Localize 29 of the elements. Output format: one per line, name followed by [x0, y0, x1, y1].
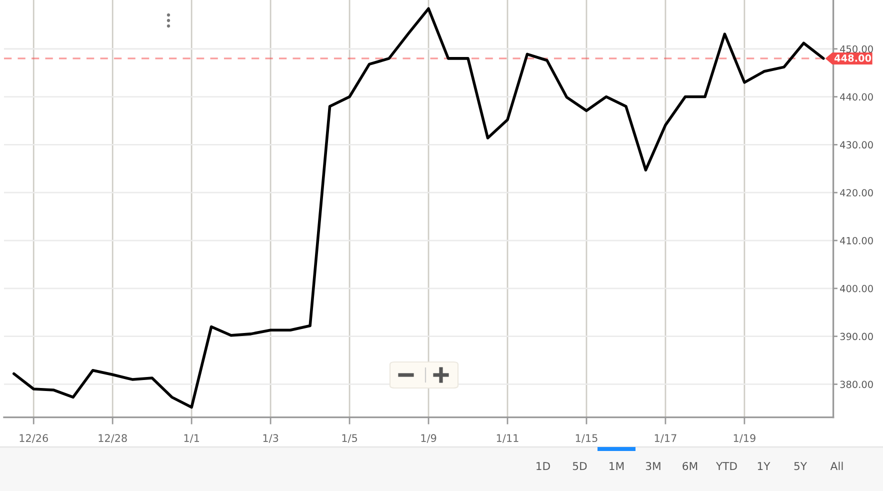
x-tick-label: 1/1: [184, 434, 199, 443]
ref-line-label: 448.00: [834, 54, 872, 62]
text: All: [830, 462, 843, 470]
y-tick-label: 380.00: [840, 380, 873, 388]
text: 1M: [610, 462, 624, 470]
text: 1D: [536, 462, 550, 470]
x-tick-label: 1/3: [263, 434, 278, 443]
y-tick-label: 450.00: [840, 45, 873, 53]
text: 6M: [682, 462, 698, 470]
y-tick-label: 430.00: [840, 141, 873, 149]
x-tick-label: 1/15: [576, 434, 598, 443]
text: 1Y: [758, 462, 770, 470]
line-series: [12, 7, 825, 409]
y-tick-label: 440.00: [840, 93, 873, 101]
text: 3M: [646, 462, 660, 470]
y-tick-label: 420.00: [840, 189, 873, 196]
y-tick-label: 410.00: [840, 236, 873, 244]
x-tick-label: 1/17: [654, 434, 676, 443]
x-tick-label: 12/28: [98, 434, 127, 443]
x-tick-label: 1/11: [496, 434, 518, 443]
x-tick-label: 1/9: [421, 434, 436, 443]
text: 5D: [572, 462, 587, 470]
y-tick-label: 390.00: [840, 332, 873, 340]
x-tick-label: 12/26: [20, 434, 48, 443]
y-tick-label: 400.00: [840, 284, 873, 292]
text: 5Y: [794, 462, 808, 470]
x-tick-label: 1/19: [734, 434, 756, 443]
x-tick-label: 1/5: [342, 434, 358, 443]
text: YTD: [716, 462, 737, 470]
